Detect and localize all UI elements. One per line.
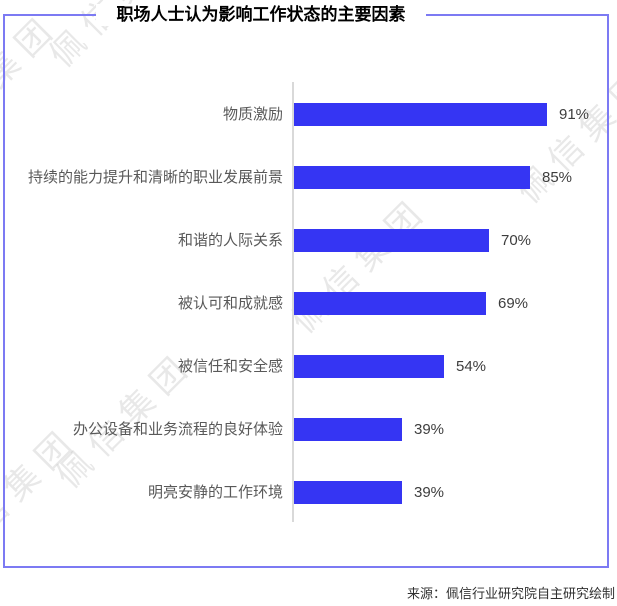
axis-baseline <box>292 82 294 522</box>
category-label: 明亮安静的工作环境 <box>147 484 283 501</box>
bar <box>294 229 489 252</box>
category-label: 持续的能力提升和清晰的职业发展前景 <box>27 169 283 186</box>
bar-row: 物质激励 91% <box>0 83 617 146</box>
value-label: 70% <box>501 232 532 249</box>
bar <box>294 481 402 504</box>
bar-track: 54% <box>294 355 486 378</box>
value-label: 39% <box>414 484 445 501</box>
bar-row: 持续的能力提升和清晰的职业发展前景 85% <box>0 146 617 209</box>
value-label: 85% <box>542 169 573 186</box>
bar-track: 39% <box>294 481 444 504</box>
value-label: 39% <box>414 421 445 438</box>
bar-track: 70% <box>294 229 531 252</box>
category-label: 被信任和安全感 <box>177 358 283 375</box>
bar <box>294 166 530 189</box>
category-label: 办公设备和业务流程的良好体验 <box>72 421 283 438</box>
bar <box>294 292 486 315</box>
bar-row: 明亮安静的工作环境 39% <box>0 461 617 524</box>
bar-track: 85% <box>294 166 572 189</box>
bar <box>294 103 547 126</box>
value-label: 54% <box>456 358 487 375</box>
bar-track: 91% <box>294 103 589 126</box>
bar-row: 被认可和成就感 69% <box>0 272 617 335</box>
category-label: 物质激励 <box>222 106 283 123</box>
value-label: 69% <box>498 295 529 312</box>
bar <box>294 355 444 378</box>
category-label: 和谐的人际关系 <box>177 232 283 249</box>
bar <box>294 418 402 441</box>
bar-track: 39% <box>294 418 444 441</box>
bar-row: 和谐的人际关系 70% <box>0 209 617 272</box>
chart-title: 职场人士认为影响工作状态的主要因素 <box>96 4 426 26</box>
category-label: 被认可和成就感 <box>177 295 283 312</box>
source-note: 来源：佩信行业研究院自主研究绘制 <box>406 586 615 601</box>
bar-row: 被信任和安全感 54% <box>0 335 617 398</box>
bar-row: 办公设备和业务流程的良好体验 39% <box>0 398 617 461</box>
value-label: 91% <box>559 106 590 123</box>
bar-track: 69% <box>294 292 528 315</box>
bar-chart: 物质激励 91% 持续的能力提升和清晰的职业发展前景 85% 和谐的人际关系 70% 被认可… <box>0 83 617 524</box>
